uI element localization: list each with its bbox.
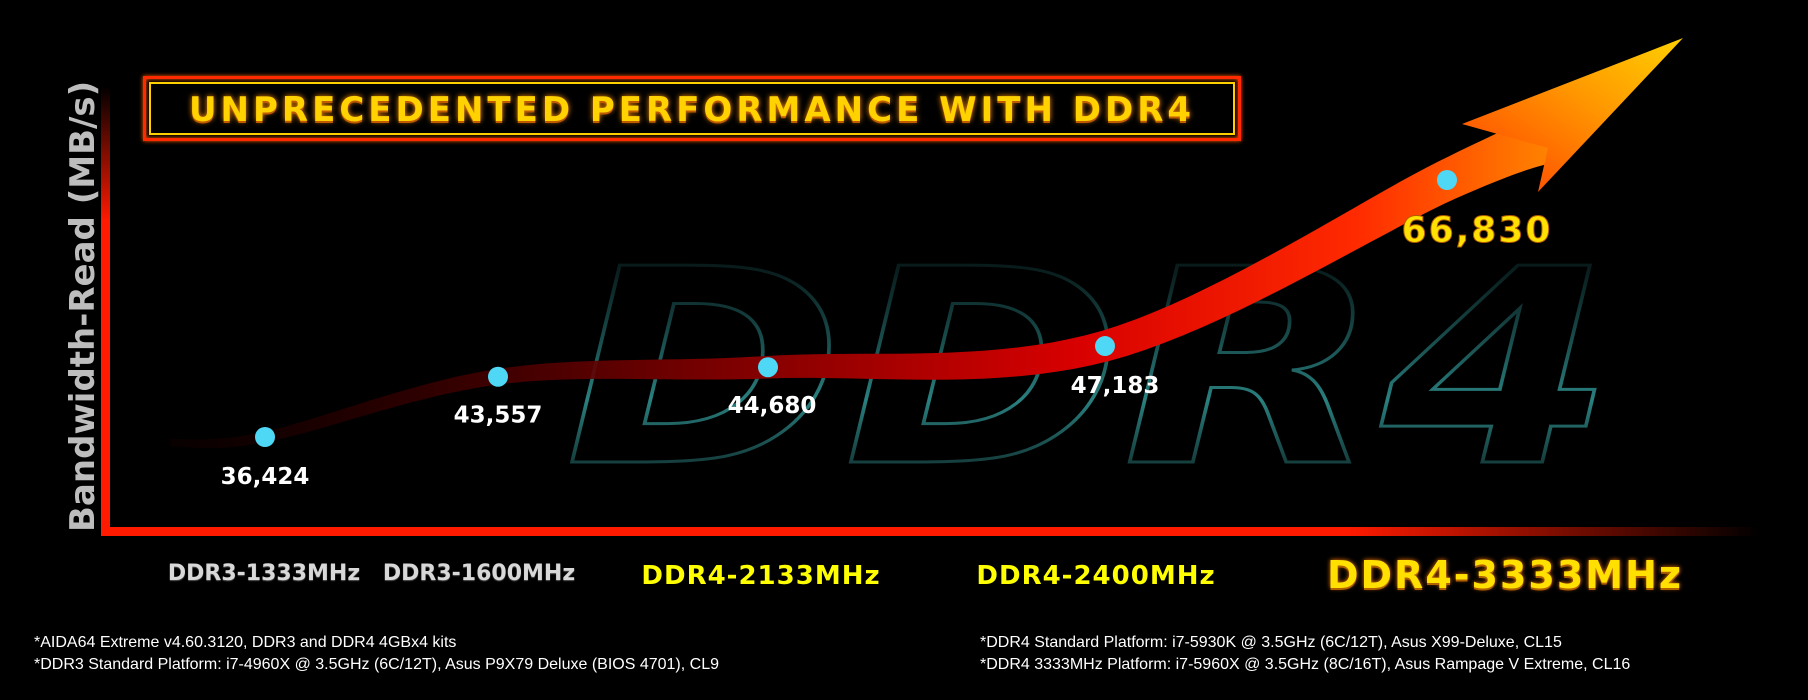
y-axis-label: Bandwidth-Read (MB/s) xyxy=(63,80,103,532)
data-point-2 xyxy=(488,366,508,387)
footnote-left: *AIDA64 Extreme v4.60.3120, DDR3 and DDR… xyxy=(34,632,719,676)
x-tick-label-ddr4-2400: DDR4-2400MHz xyxy=(976,561,1216,591)
x-tick-label-ddr4-3333: DDR4-3333MHz xyxy=(1326,553,1684,597)
footnote-ddr3-platform: *DDR3 Standard Platform: i7-4960X @ 3.5G… xyxy=(34,656,719,673)
x-tick-label-ddr3-1600: DDR3-1600MHz xyxy=(382,561,576,586)
arrow-head xyxy=(1462,38,1683,192)
data-label-1: 36,424 xyxy=(221,464,310,490)
title-banner: UNPRECEDENTED PERFORMANCE WITH DDR4 xyxy=(143,76,1241,141)
data-point-3 xyxy=(758,357,778,378)
data-point-4 xyxy=(1095,336,1115,357)
x-axis xyxy=(101,527,1761,536)
y-axis xyxy=(101,86,110,536)
data-point-5 xyxy=(1437,170,1457,190)
chart-title: UNPRECEDENTED PERFORMANCE WITH DDR4 xyxy=(188,90,1196,130)
data-point-1 xyxy=(255,427,275,447)
x-tick-label-ddr4-2133: DDR4-2133MHz xyxy=(641,561,881,591)
data-label-3: 44,680 xyxy=(728,393,817,419)
data-label-5: 66,830 xyxy=(1402,210,1553,251)
footnote-ddr4-platform: *DDR4 Standard Platform: i7-5930K @ 3.5G… xyxy=(980,634,1562,651)
footnote-ddr4-3333-platform: *DDR4 3333MHz Platform: i7-5960X @ 3.5GH… xyxy=(980,656,1631,673)
performance-curve xyxy=(169,110,1565,449)
data-label-4: 47,183 xyxy=(1071,373,1160,399)
footnote-aida64: *AIDA64 Extreme v4.60.3120, DDR3 and DDR… xyxy=(34,634,457,651)
data-label-2: 43,557 xyxy=(454,403,543,429)
x-tick-label-ddr3-1333: DDR3-1333MHz xyxy=(167,561,361,586)
footnote-right: *DDR4 Standard Platform: i7-5930K @ 3.5G… xyxy=(980,632,1630,676)
